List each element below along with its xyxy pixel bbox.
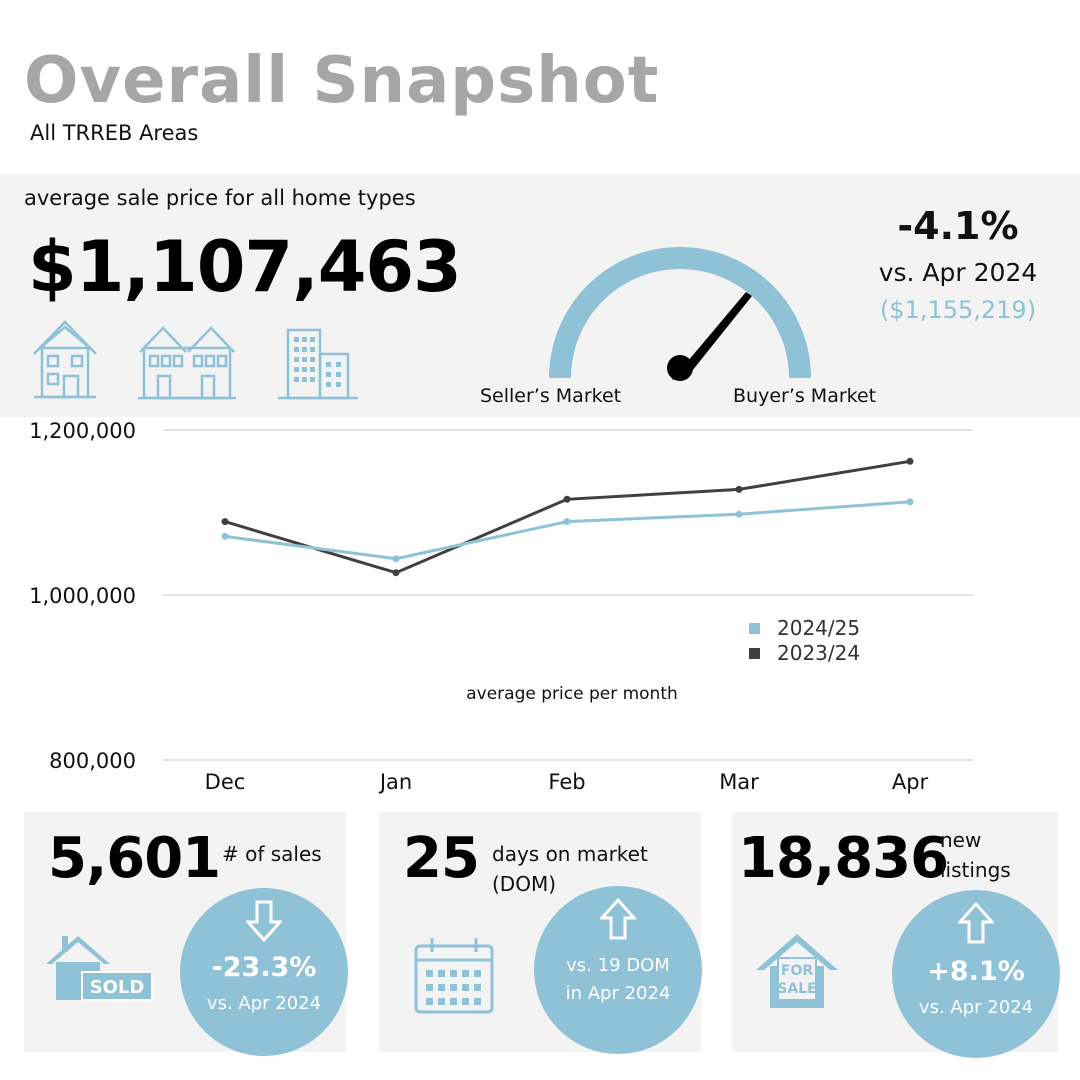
data-point <box>735 510 743 518</box>
sold-sign-text: SOLD <box>90 977 145 998</box>
listings-change-bubble: +8.1% vs. Apr 2024 <box>892 890 1060 1058</box>
price-change-vs-label: vs. Apr 2024 <box>878 258 1038 287</box>
data-point <box>392 569 400 577</box>
listings-change-percent: +8.1% <box>927 956 1025 987</box>
detached-house-icon <box>33 320 97 399</box>
for-sale-house-icon: FOR SALE <box>756 934 838 1008</box>
data-point <box>906 498 914 506</box>
dom-change-line2: in Apr 2024 <box>565 983 671 1004</box>
price-panel <box>0 174 1080 417</box>
condo-building-icon <box>278 328 358 400</box>
sales-change-percent: -23.3% <box>211 952 317 983</box>
average-price-value: $1,107,463 <box>28 226 462 308</box>
data-point <box>906 457 914 465</box>
y-tick-label: 1,000,000 <box>29 584 136 608</box>
gauge-needle <box>667 292 752 381</box>
arrow-up-icon <box>600 898 636 940</box>
for-sale-line1: FOR <box>781 963 813 979</box>
data-point <box>563 495 571 503</box>
data-point <box>221 532 229 540</box>
calendar-icon <box>414 938 494 1014</box>
previous-year-price: ($1,155,219) <box>879 296 1037 324</box>
series-line-2023-24 <box>224 459 911 575</box>
gauge-arc <box>549 247 811 379</box>
gauge-left-label: Seller’s Market <box>480 385 622 407</box>
data-point <box>563 518 571 526</box>
arrow-up-icon <box>958 902 994 944</box>
gauge-right-label: Buyer’s Market <box>733 385 877 407</box>
sales-change-vs: vs. Apr 2024 <box>206 993 322 1014</box>
semi-detached-house-icon <box>138 326 236 400</box>
listings-change-vs: vs. Apr 2024 <box>918 997 1034 1018</box>
price-change-percent: -4.1% <box>897 204 1019 248</box>
sales-value: 5,601 <box>48 826 221 891</box>
arrow-down-icon <box>246 900 282 942</box>
dom-change-bubble: vs. 19 DOM in Apr 2024 <box>534 886 702 1054</box>
dom-label-line1: days on market <box>492 842 648 866</box>
y-tick-label: 1,200,000 <box>29 419 136 443</box>
data-point <box>221 518 229 526</box>
sold-house-icon: SOLD <box>46 936 153 1001</box>
dom-change-line1: vs. 19 DOM <box>566 955 670 976</box>
x-tick-label: Mar <box>719 770 759 794</box>
x-tick-label: Jan <box>378 770 412 794</box>
data-point <box>735 485 743 493</box>
listings-label-line2: listings <box>940 858 1011 882</box>
sales-change-bubble: -23.3% vs. Apr 2024 <box>180 888 348 1056</box>
sales-label: # of sales <box>222 842 322 866</box>
legend-swatch <box>749 648 760 659</box>
series-line-2024-25 <box>224 500 911 561</box>
legend-swatch <box>749 623 760 634</box>
chart-caption: average price per month <box>466 684 678 704</box>
dom-value: 25 <box>403 826 480 891</box>
legend-label: 2024/25 <box>777 616 860 640</box>
x-tick-label: Apr <box>892 770 929 794</box>
y-tick-label: 800,000 <box>49 749 136 773</box>
page-subtitle: All TRREB Areas <box>30 121 199 145</box>
data-point <box>392 555 400 563</box>
average-price-line-chart: 1,200,000 1,000,000 800,000 Dec Jan Feb Mar Apr… <box>29 419 973 794</box>
price-caption: average sale price for all home types <box>24 186 416 210</box>
page-title: Overall Snapshot <box>24 44 660 118</box>
dom-label-line2: (DOM) <box>492 872 557 896</box>
legend-label: 2023/24 <box>777 641 860 665</box>
listings-label-line1: new <box>940 828 982 852</box>
listings-value: 18,836 <box>738 826 949 891</box>
x-tick-label: Feb <box>548 770 585 794</box>
x-tick-label: Dec <box>205 770 246 794</box>
for-sale-line2: SALE <box>777 981 816 997</box>
market-gauge <box>549 247 811 381</box>
